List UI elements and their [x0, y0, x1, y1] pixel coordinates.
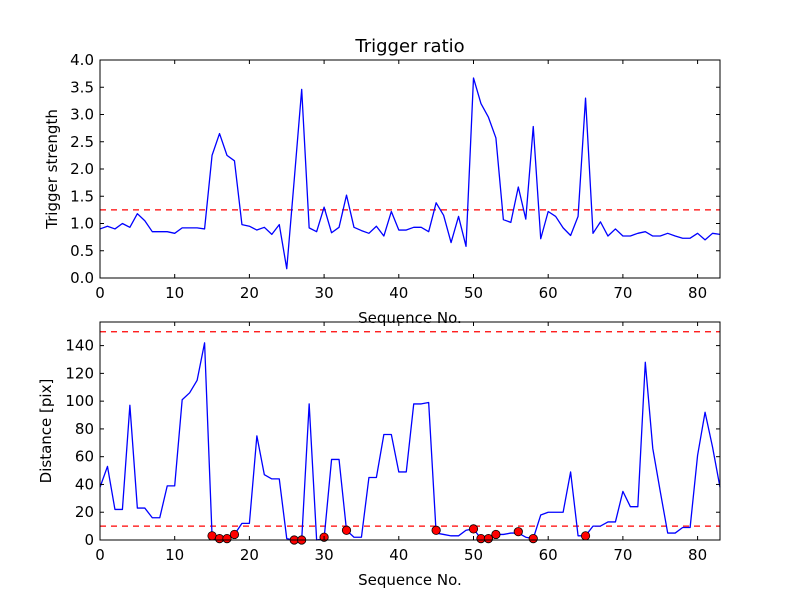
data-point-marker: [491, 529, 501, 540]
data-point-marker: [513, 527, 523, 537]
data-point-marker: [431, 525, 441, 535]
x-tick-label: 20: [240, 546, 259, 564]
x-tick-label: 60: [539, 546, 558, 564]
x-tick-label: 80: [688, 284, 707, 302]
y-tick-label: 120: [65, 364, 94, 382]
y-tick-label: 3.5: [70, 78, 94, 96]
plot-frame: [99, 59, 721, 279]
series-line: [99, 342, 721, 541]
chart-title: Trigger ratio: [354, 36, 464, 57]
x-tick-label: 70: [613, 284, 632, 302]
x-tick-label: 30: [315, 546, 334, 564]
x-tick-label: 50: [464, 546, 483, 564]
x-tick-label: 0: [95, 284, 105, 302]
y-tick-label: 60: [75, 448, 94, 466]
x-tick-label: 50: [464, 284, 483, 302]
y-tick-label: 0: [84, 531, 94, 549]
y-axis-label: Trigger strength: [43, 109, 61, 230]
y-tick-label: 0.0: [70, 269, 94, 287]
data-point-marker: [222, 534, 232, 544]
data-point-marker: [483, 534, 494, 544]
x-axis-label: Sequence No.: [358, 309, 462, 327]
data-point-marker: [229, 529, 240, 540]
y-tick-label: 20: [75, 503, 94, 521]
data-point-marker: [528, 534, 538, 544]
series-line: [99, 77, 721, 270]
x-tick-label: 70: [613, 546, 632, 564]
data-point-marker: [580, 531, 591, 541]
distance-panel: 0 10 20 30 40 50 60 70 80 0 20 40 60 80 100 120 140 Seq…: [37, 321, 721, 589]
y-tick-label: 40: [75, 475, 94, 493]
x-tick-label: 60: [539, 284, 558, 302]
y-tick-label: 2.0: [70, 160, 94, 178]
plot-frame: [99, 321, 721, 541]
y-tick-label: 4.0: [70, 51, 94, 69]
y-axis-label: Distance [pix]: [37, 379, 55, 484]
data-point-marker: [468, 524, 479, 534]
y-tick-label: 100: [65, 392, 94, 410]
x-tick-label: 20: [240, 284, 259, 302]
y-tick-label: 140: [65, 337, 94, 355]
x-axis-label: Sequence No.: [358, 571, 462, 589]
x-tick-label: 0: [95, 546, 105, 564]
trigger-ratio-panel: Trigger ratio 0 10 20 30 40 50 60 70 80 0.0 0.5 1.…: [43, 36, 721, 327]
y-tick-label: 1.0: [70, 215, 94, 233]
y-tick-label: 0.5: [70, 242, 94, 260]
x-tick-label: 40: [389, 546, 408, 564]
x-tick-label: 10: [165, 284, 184, 302]
data-point-marker: [341, 525, 352, 535]
y-tick-label: 80: [75, 420, 94, 438]
x-tick-label: 40: [389, 284, 408, 302]
x-tick-label: 80: [688, 546, 707, 564]
y-tick-label: 2.5: [70, 133, 94, 151]
x-tick-label: 10: [165, 546, 184, 564]
y-tick-label: 1.5: [70, 187, 94, 205]
y-tick-label: 3.0: [70, 106, 94, 124]
x-tick-label: 30: [315, 284, 334, 302]
